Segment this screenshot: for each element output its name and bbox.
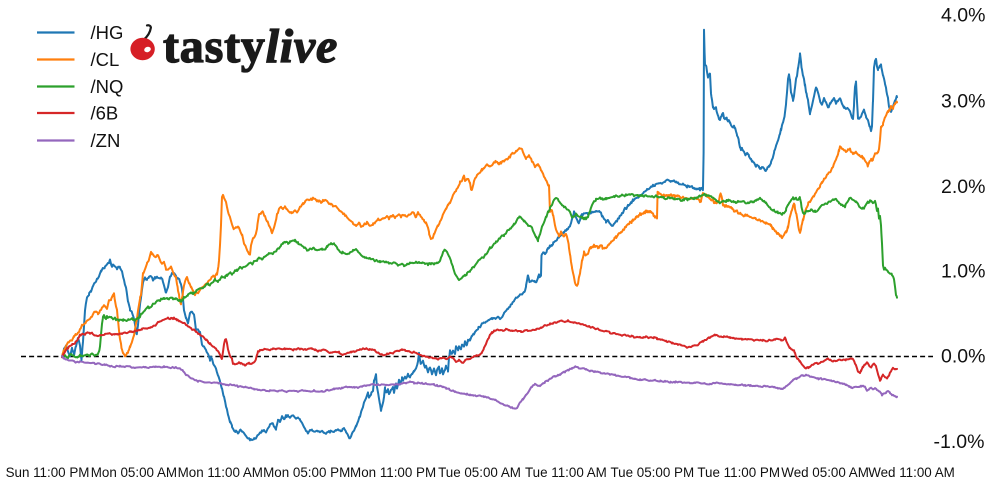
svg-text:/ZN: /ZN [91,130,121,151]
svg-text:0.0%: 0.0% [941,346,985,368]
svg-text:Tue 05:00 AM: Tue 05:00 AM [438,465,521,480]
svg-text:Wed 11:00 AM: Wed 11:00 AM [868,465,955,480]
svg-text:-1.0%: -1.0% [934,431,985,453]
svg-text:/HG: /HG [91,22,124,43]
svg-text:2.0%: 2.0% [941,176,985,198]
svg-text:Tue 11:00 PM: Tue 11:00 PM [697,465,780,480]
svg-text:/NQ: /NQ [91,76,124,97]
svg-text:tastylive: tastylive [163,20,338,73]
svg-text:Mon 11:00 AM: Mon 11:00 AM [178,465,263,480]
svg-text:3.0%: 3.0% [941,91,985,113]
svg-text:Mon 11:00 PM: Mon 11:00 PM [350,465,436,480]
svg-text:Mon 05:00 PM: Mon 05:00 PM [263,465,350,480]
svg-text:Sun 11:00 PM: Sun 11:00 PM [6,465,90,480]
svg-text:4.0%: 4.0% [941,5,985,27]
svg-text:Tue 11:00 AM: Tue 11:00 AM [525,465,607,480]
svg-text:1.0%: 1.0% [941,261,985,283]
svg-text:Mon 05:00 AM: Mon 05:00 AM [91,465,177,480]
svg-text:Wed 05:00 AM: Wed 05:00 AM [781,465,869,480]
svg-text:Tue 05:00 PM: Tue 05:00 PM [610,465,694,480]
svg-text:/6B: /6B [91,103,119,124]
svg-text:/CL: /CL [91,49,120,70]
